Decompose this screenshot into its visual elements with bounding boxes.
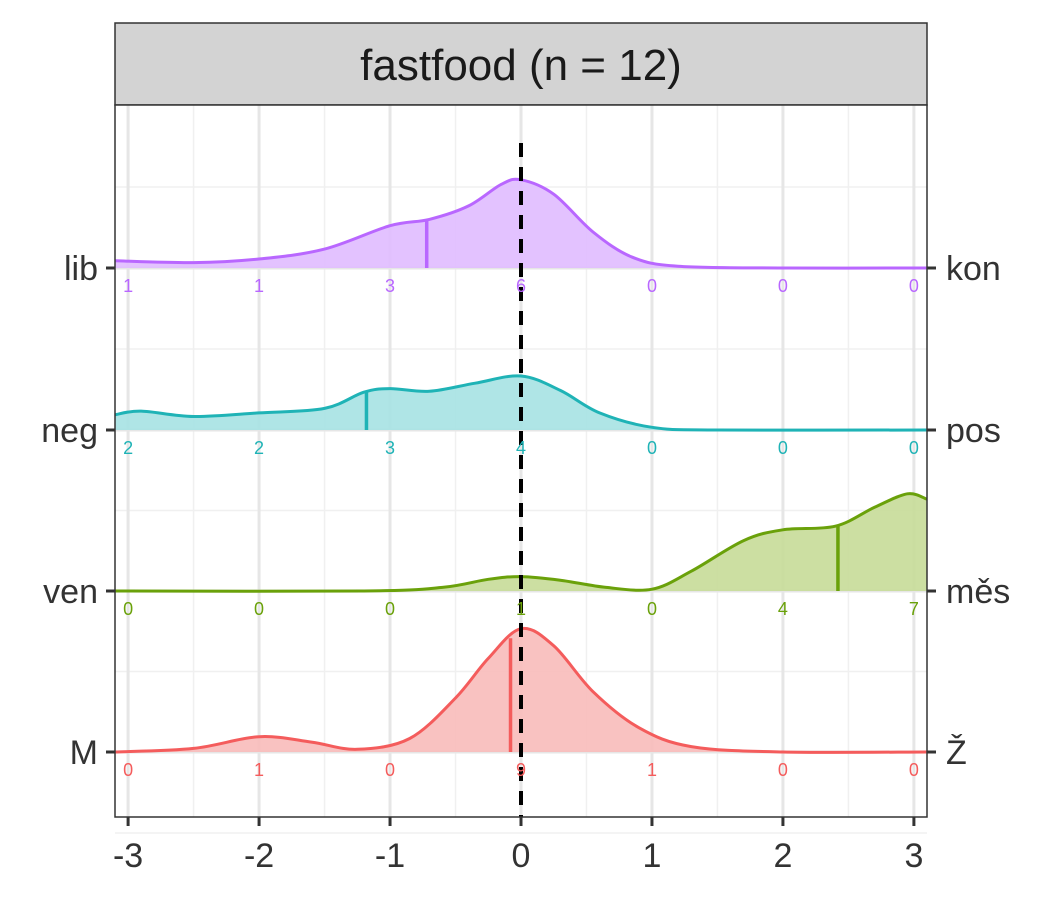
count-label: 0	[254, 599, 264, 619]
count-label: 0	[909, 276, 919, 296]
density-area-M	[115, 628, 927, 753]
count-label: 0	[385, 599, 395, 619]
x-tick-label: -1	[375, 837, 405, 875]
count-label: 1	[647, 760, 657, 780]
density-line-lib	[114, 177, 928, 270]
density-line-ven	[114, 492, 928, 593]
count-label: 1	[254, 276, 264, 296]
count-label: 3	[385, 438, 395, 458]
count-label: 2	[254, 438, 264, 458]
x-tick-label: 3	[904, 837, 923, 875]
count-label: 1	[123, 276, 133, 296]
count-label: 9	[516, 760, 526, 780]
facet-strip	[114, 22, 928, 106]
count-label: 0	[647, 438, 657, 458]
y-tick-label-left: neg	[41, 412, 98, 450]
count-label: 0	[647, 276, 657, 296]
density-area-neg	[115, 375, 927, 431]
count-label: 0	[778, 760, 788, 780]
count-label: 2	[123, 438, 133, 458]
y-tick-label-left: lib	[64, 250, 98, 288]
y-tick-label-right: Ž	[946, 734, 967, 772]
x-tick-label: 2	[773, 837, 792, 875]
count-label: 4	[516, 438, 526, 458]
y-tick-label-right: kon	[946, 250, 1001, 288]
density-line-M	[114, 626, 928, 754]
y-tick-label-left: ven	[43, 573, 98, 611]
count-labels: 1 1 3 6 0 0 0 2 2 3 4 0 0 0 0 0 0 1 0 4 7 0 1 0 9 1 0 0	[123, 276, 919, 780]
density-line-neg	[114, 374, 928, 432]
x-tick-label: 1	[643, 837, 662, 875]
count-label: 4	[778, 599, 788, 619]
facet-title: fastfood (n = 12)	[360, 41, 682, 90]
x-tick-label: -2	[244, 837, 274, 875]
y-tick-label-left: M	[70, 734, 98, 772]
count-label: 0	[778, 438, 788, 458]
count-label: 0	[647, 599, 657, 619]
count-label: 1	[254, 760, 264, 780]
axes: lib kon neg pos ven měs M Ž -3 -2 -1 0 1 2 3	[41, 250, 1010, 875]
count-label: 7	[909, 599, 919, 619]
count-label: 0	[385, 760, 395, 780]
count-label: 3	[385, 276, 395, 296]
count-label: 0	[778, 276, 788, 296]
count-label: 0	[123, 760, 133, 780]
count-label: 0	[123, 599, 133, 619]
count-label: 6	[516, 276, 526, 296]
y-tick-label-right: měs	[946, 573, 1010, 611]
x-tick-label: -3	[113, 837, 143, 875]
count-label: 0	[909, 438, 919, 458]
count-label: 0	[909, 760, 919, 780]
count-label: 1	[516, 599, 526, 619]
density-area-ven	[115, 493, 927, 592]
x-tick-label: 0	[512, 837, 531, 875]
y-tick-label-right: pos	[946, 412, 1001, 450]
